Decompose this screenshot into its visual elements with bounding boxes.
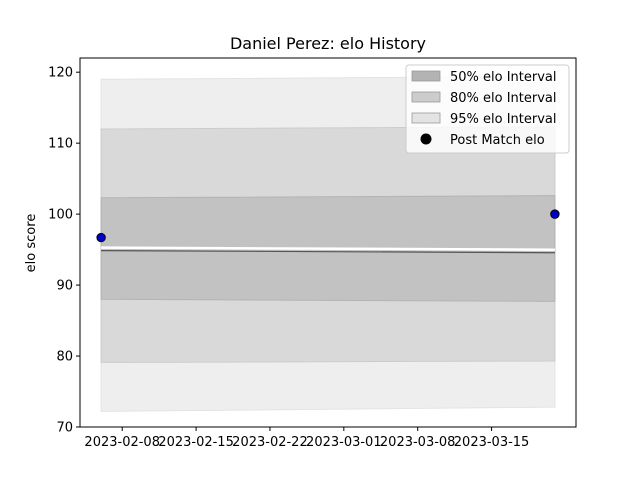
mean-line-highlight	[101, 246, 555, 251]
y-tick-label: 80	[56, 350, 73, 365]
post-match-point	[550, 209, 560, 219]
mean-line	[101, 249, 555, 254]
y-tick-label: 70	[56, 421, 73, 436]
x-tick-label: 2023-02-08	[84, 435, 160, 450]
x-tick-label: 2023-02-22	[232, 435, 308, 450]
80-elo-interval-legend-swatch	[411, 91, 441, 103]
y-tick-label: 110	[48, 137, 73, 152]
y-tick-label: 100	[48, 208, 73, 223]
legend-box	[405, 64, 570, 154]
x-tick-label: 2023-03-01	[306, 435, 382, 450]
legend-label: 50% elo Interval	[450, 70, 557, 85]
post-match-point	[96, 232, 106, 243]
legend: 50% elo Interval 80% elo Interval 95% elo …	[405, 64, 570, 154]
50-elo-interval-legend-swatch	[411, 70, 441, 82]
y-tick-label: 120	[48, 66, 73, 81]
legend-label: Post Match elo	[450, 133, 545, 148]
mean-line-group	[101, 246, 555, 254]
legend-label: 95% elo Interval	[450, 112, 557, 127]
x-tick-label: 2023-03-08	[380, 435, 456, 450]
chart-title: Daniel Perez: elo History	[230, 34, 426, 53]
plot-frame	[79, 57, 577, 428]
post-match-points	[96, 209, 560, 243]
legend-label: 80% elo Interval	[450, 91, 557, 106]
axes: 7080901001101202023-02-082023-02-152023-…	[48, 57, 577, 450]
x-tick-label: 2023-02-15	[158, 435, 234, 450]
95-elo-interval-legend-swatch	[411, 112, 441, 124]
post-match-elo-legend-marker	[420, 133, 432, 145]
y-axis-label: elo score	[24, 214, 39, 273]
x-tick-label: 2023-03-15	[454, 435, 530, 450]
y-tick-label: 90	[56, 279, 73, 294]
